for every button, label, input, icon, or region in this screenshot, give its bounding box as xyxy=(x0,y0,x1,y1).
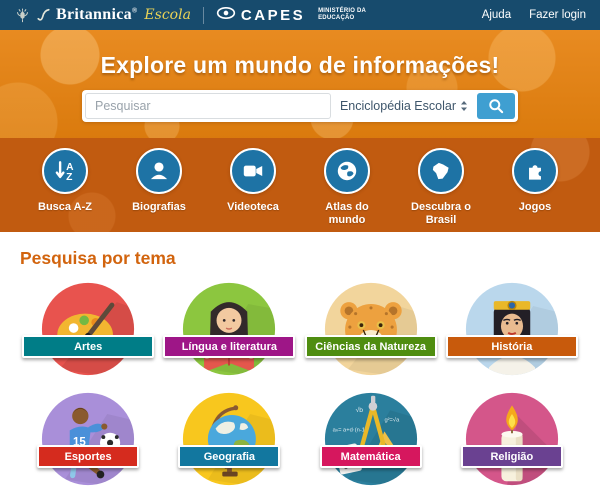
theme-banner[interactable]: Língua e literatura xyxy=(163,335,296,358)
top-navbar: Britannica® Escola CAPES MINISTÉRIO DA E… xyxy=(0,0,600,30)
search-icon xyxy=(489,99,504,114)
person-icon xyxy=(150,162,168,180)
quick-link-atlas[interactable]: Atlas do mundo xyxy=(300,148,394,227)
britannica-wordmark: Britannica® xyxy=(56,6,138,23)
paint-palette-illustration xyxy=(42,282,135,376)
hero-heading: Explore um mundo de informações! xyxy=(100,52,500,78)
theme-banner[interactable]: Geografia xyxy=(178,445,281,468)
theme-banner[interactable]: Religião xyxy=(460,445,563,468)
theme-banner[interactable]: Artes xyxy=(22,335,155,358)
search-scope-value: Enciclopédia Escolar xyxy=(339,99,456,113)
quick-link-busca-az[interactable]: A Z Busca A-Z xyxy=(18,148,112,227)
theme-card-historia[interactable]: História xyxy=(444,281,580,377)
escola-wordmark: Escola xyxy=(144,7,191,23)
quick-link-biografias[interactable]: Biografias xyxy=(112,148,206,227)
svg-text:aₙ= a+d·(n-1): aₙ= a+d·(n-1) xyxy=(332,427,366,433)
theme-banner[interactable]: Matemática xyxy=(319,445,422,468)
thistle-logo-icon xyxy=(14,5,31,25)
world-globe-icon xyxy=(337,161,357,181)
theme-card-esportes[interactable]: 15 Esportes xyxy=(20,391,156,486)
theme-card-artes[interactable]: Artes xyxy=(20,281,156,377)
theme-card-geografia[interactable]: Geografia xyxy=(161,391,297,486)
britannica-escola-logo[interactable]: Britannica® Escola xyxy=(14,5,191,25)
capes-logo[interactable]: CAPES MINISTÉRIO DA EDUCAÇÃO xyxy=(216,5,366,26)
capes-wordmark: CAPES xyxy=(240,6,306,24)
theme-banner[interactable]: Esportes xyxy=(37,445,140,468)
navbar-links: Ajuda Fazer login xyxy=(482,9,586,21)
quick-link-videoteca[interactable]: Videoteca xyxy=(206,148,300,227)
brazil-map-icon xyxy=(432,162,449,180)
svg-text:√b: √b xyxy=(355,406,363,414)
cleopatra-illustration xyxy=(465,282,558,376)
quick-link-label: Busca A-Z xyxy=(38,201,92,213)
themes-heading: Pesquisa por tema xyxy=(20,248,176,268)
registered-mark: ® xyxy=(131,6,138,15)
puzzle-icon xyxy=(529,165,541,180)
quick-link-label: Biografias xyxy=(132,201,186,213)
quick-link-label: Atlas do mundo xyxy=(325,201,369,227)
login-link[interactable]: Fazer login xyxy=(529,9,586,21)
theme-card-lingua-e-literatura[interactable]: Língua e literatura xyxy=(161,281,297,377)
desk-globe-illustration xyxy=(183,392,276,486)
sort-az-icon: A Z xyxy=(55,161,74,183)
math-tools-illustration: √b aₙ= a+d·(n-1) g²=√a xyxy=(324,392,417,486)
themes-section: Pesquisa por tema A xyxy=(0,232,600,486)
quick-link-label: Videoteca xyxy=(227,201,279,213)
theme-card-ciencias-da-natureza[interactable]: Ciências da Natureza xyxy=(303,281,439,377)
svg-text:A: A xyxy=(66,162,74,173)
quick-links-band: A Z Busca A-Z Biografias V xyxy=(0,138,600,232)
soccer-player-illustration: 15 xyxy=(42,392,135,486)
theme-card-religiao[interactable]: Religião xyxy=(444,391,580,486)
theme-grid: Artes L xyxy=(20,281,580,486)
search-scope-select[interactable]: Enciclopédia Escolar xyxy=(331,99,477,113)
search-input[interactable] xyxy=(85,93,331,119)
svg-text:g²=√a: g²=√a xyxy=(384,417,400,424)
leaf-flourish-icon xyxy=(36,6,51,24)
quick-link-label: Jogos xyxy=(518,201,552,213)
search-bar: Enciclopédia Escolar xyxy=(82,90,518,122)
search-button[interactable] xyxy=(477,93,515,119)
quick-link-label: Descubra o Brasil xyxy=(411,201,471,227)
hero-section: Explore um mundo de informações! Enciclo… xyxy=(0,30,600,138)
quick-link-descubra-brasil[interactable]: Descubra o Brasil xyxy=(394,148,488,227)
girl-reading-book-illustration xyxy=(183,282,276,376)
select-arrows-icon xyxy=(461,101,467,111)
video-camera-icon xyxy=(243,165,263,177)
cheetah-face-illustration xyxy=(324,282,417,376)
svg-text:Z: Z xyxy=(66,172,72,183)
theme-banner[interactable]: História xyxy=(445,335,578,358)
capes-eye-icon xyxy=(216,5,236,26)
quick-link-jogos[interactable]: Jogos xyxy=(488,148,582,227)
ministry-label: MINISTÉRIO DA EDUCAÇÃO xyxy=(318,8,367,21)
theme-banner[interactable]: Ciências da Natureza xyxy=(304,335,437,358)
theme-card-matematica[interactable]: √b aₙ= a+d·(n-1) g²=√a xyxy=(303,391,439,486)
candle-illustration xyxy=(465,392,558,486)
quick-links: A Z Busca A-Z Biografias V xyxy=(18,148,582,227)
navbar-divider xyxy=(202,6,204,24)
help-link[interactable]: Ajuda xyxy=(481,9,512,21)
